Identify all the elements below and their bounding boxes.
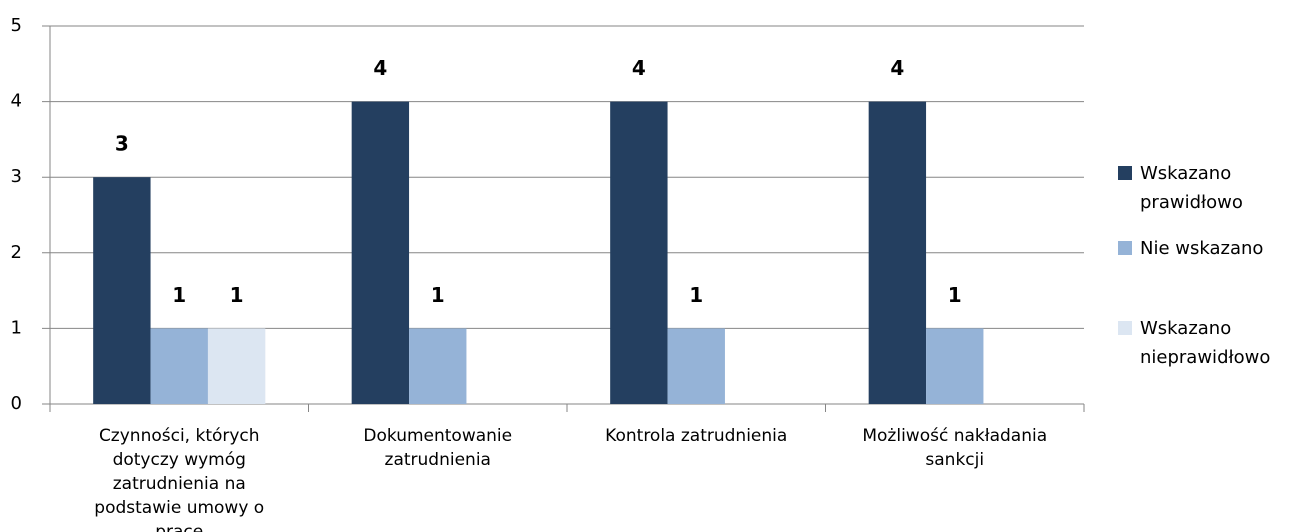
y-tick-label: 4 (11, 91, 22, 112)
y-tick-label: 0 (11, 393, 22, 414)
bar (610, 101, 668, 404)
bar (868, 101, 927, 404)
x-tick-label: Dokumentowanie zatrudnienia (363, 426, 513, 470)
bar (409, 328, 467, 404)
legend-label: Wskazano nieprawidłowo (1140, 318, 1271, 368)
y-tick-label: 2 (11, 242, 22, 263)
data-label: 1 (431, 283, 445, 307)
bar (926, 328, 984, 404)
x-tick-label: Kontrola zatrudnienia (605, 426, 788, 446)
y-tick-label: 3 (11, 166, 22, 187)
bar (93, 177, 151, 404)
data-label: 4 (890, 56, 904, 80)
x-tick-label: Możliwość nakładania sankcji (862, 426, 1048, 470)
legend-swatch (1118, 166, 1132, 180)
legend-label: Nie wskazano (1140, 238, 1264, 259)
bar (667, 328, 725, 404)
bar (207, 328, 266, 404)
data-label: 1 (689, 283, 703, 307)
data-label: 4 (373, 56, 387, 80)
data-label: 1 (172, 283, 186, 307)
data-label: 4 (632, 56, 646, 80)
data-label: 1 (948, 283, 962, 307)
y-tick-label: 1 (11, 317, 22, 338)
data-label: 3 (115, 132, 129, 156)
y-tick-label: 5 (11, 15, 22, 36)
data-label: 1 (230, 283, 244, 307)
legend-label: Wskazano prawidłowo (1140, 163, 1243, 213)
legend-swatch (1118, 321, 1132, 335)
legend-swatch (1118, 241, 1132, 255)
bar (351, 101, 410, 404)
x-tick-label: Czynności, których dotyczy wymóg zatrudn… (94, 426, 265, 532)
bar (150, 328, 208, 404)
